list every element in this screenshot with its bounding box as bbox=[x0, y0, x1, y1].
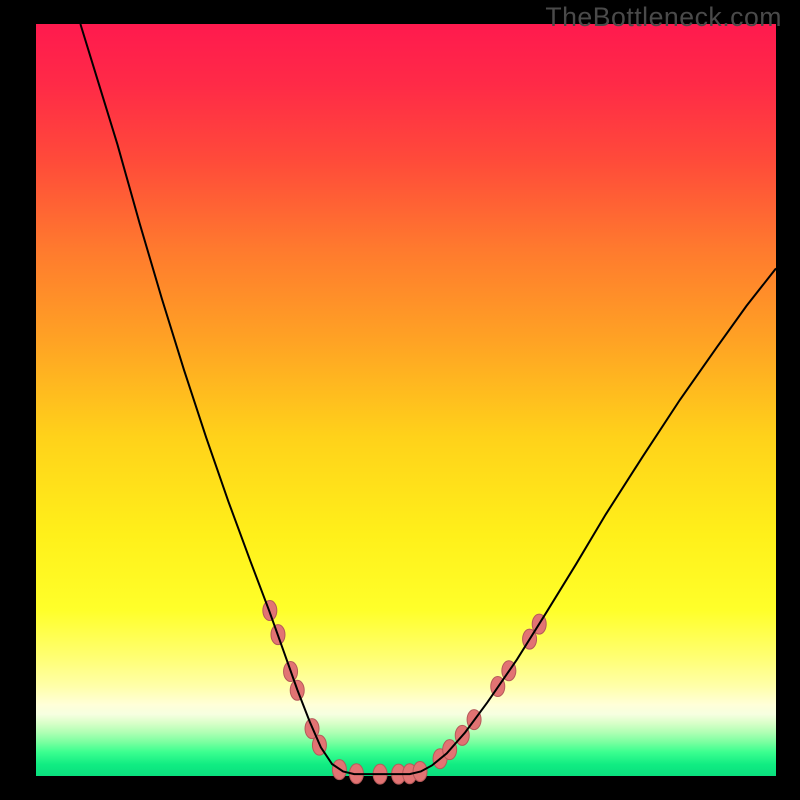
chart-stage: TheBottleneck.com bbox=[0, 0, 800, 800]
watermark-label: TheBottleneck.com bbox=[545, 2, 782, 33]
plot-gradient-background bbox=[36, 24, 776, 776]
